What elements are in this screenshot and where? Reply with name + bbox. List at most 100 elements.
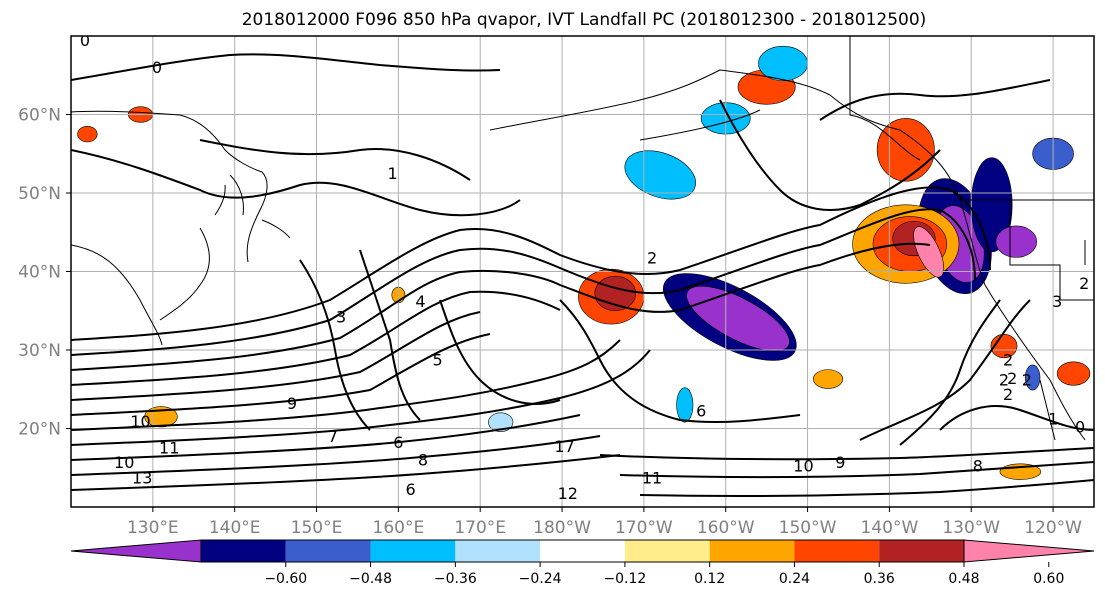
colorbar-swatch	[370, 540, 456, 562]
x-tick-label: 120°W	[1024, 518, 1082, 538]
colorbar-extend-max	[963, 539, 1095, 563]
shaded-region	[624, 150, 696, 200]
shaded-region	[676, 387, 694, 423]
contour-line	[71, 290, 561, 386]
contour-line	[899, 299, 1001, 446]
contour-line	[639, 479, 1094, 497]
contour-line	[359, 249, 421, 421]
contour-label: 13	[132, 468, 152, 487]
colorbar-swatch	[879, 540, 964, 562]
y-tick-label: 40°N	[18, 263, 61, 283]
contour-line	[71, 333, 491, 416]
contour-line	[71, 242, 931, 371]
contour-label: 9	[287, 394, 297, 413]
contour-label: 11	[159, 439, 179, 458]
contour-line	[939, 405, 1094, 431]
contour-line	[599, 447, 1094, 461]
contour-line	[71, 311, 481, 401]
contour-line	[71, 414, 581, 461]
x-tick-label: 140°E	[209, 518, 261, 538]
contour-line	[819, 79, 1051, 121]
contour-label: 6	[406, 480, 416, 499]
x-tick-label: 180°W	[533, 518, 591, 538]
contour-label: 1	[1048, 410, 1058, 429]
contour-label: 2	[1003, 385, 1013, 404]
contour-line	[299, 259, 371, 431]
contour-lines	[71, 53, 1094, 497]
contour-label: 0	[152, 58, 162, 77]
contour-label: 1	[388, 164, 398, 183]
colorbar-swatch	[709, 540, 795, 562]
contour-line	[559, 299, 801, 424]
contour-label: 17	[554, 437, 574, 456]
contour-line	[199, 139, 471, 181]
colorbar-tick-label: −0.36	[434, 571, 477, 587]
colorbar-swatch	[624, 540, 710, 562]
contour-label: 6	[393, 433, 403, 452]
contour-label: 12	[558, 484, 578, 503]
contour-line	[71, 339, 621, 431]
coastline-asia	[71, 110, 291, 346]
x-axis-ticks: 130°E 140°E 150°E 160°E 170°E 180°W 170°W 160°W…	[127, 507, 1082, 538]
contour-label: 9	[835, 453, 845, 472]
contour-line	[619, 461, 1094, 479]
colorbar-extend-min	[70, 539, 202, 563]
colorbar-swatch	[201, 540, 286, 562]
contour-line	[71, 454, 621, 491]
contour-label: 0	[1075, 417, 1085, 436]
shaded-region	[1024, 364, 1041, 391]
contour-line	[439, 299, 561, 405]
colorbar-tick-label: 0.12	[694, 571, 725, 587]
contour-label: 4	[415, 292, 425, 311]
colorbar-tick-label: 0.36	[864, 571, 895, 587]
x-tick-label: 160°W	[697, 518, 755, 538]
colorbar-tick-label: 0.60	[1033, 571, 1064, 587]
coastline-na-west	[959, 199, 1086, 441]
contour-label: 8	[973, 457, 983, 476]
coastline-alaska	[489, 69, 961, 201]
shaded-region	[686, 285, 790, 352]
contour-label: 5	[433, 351, 443, 370]
coastline-aleutians	[639, 109, 761, 141]
chart-title: 2018012000 F096 850 hPa qvapor, IVT Land…	[242, 10, 927, 30]
shaded-region	[77, 125, 98, 143]
x-tick-label: 150°E	[291, 518, 343, 538]
contour-line	[719, 99, 941, 211]
contour-label: 8	[418, 450, 428, 469]
contour-label: 2	[647, 249, 657, 268]
colorbar-swatch	[455, 540, 541, 562]
x-tick-label: 170°W	[615, 518, 673, 538]
grid-lines	[71, 36, 1094, 507]
coastlines	[71, 36, 1094, 441]
contour-label: 0	[80, 31, 90, 50]
contour-label: 10	[114, 453, 134, 472]
x-tick-label: 130°E	[127, 518, 179, 538]
contour-label: 2	[1022, 370, 1032, 389]
colorbar-tick-label: −0.48	[349, 571, 392, 587]
y-tick-label: 30°N	[18, 341, 61, 361]
contour-label: 3	[336, 308, 346, 327]
y-tick-label: 20°N	[18, 420, 61, 440]
border-alaska-canada	[849, 36, 921, 161]
contour-line	[71, 435, 601, 476]
border-us-states	[1009, 200, 1094, 301]
contour-line	[71, 149, 521, 217]
colorbar-tick-label: −0.60	[264, 571, 307, 587]
contour-line	[71, 349, 651, 446]
y-tick-label: 50°N	[18, 184, 61, 204]
shaded-region	[488, 412, 514, 432]
contour-line	[71, 186, 991, 341]
contour-line	[859, 299, 1031, 441]
colorbar-tick-label: −0.24	[519, 571, 562, 587]
colorbar-swatch	[285, 540, 371, 562]
contour-label: 10	[130, 412, 150, 431]
y-tick-label: 60°N	[18, 106, 61, 126]
colorbar-swatch	[540, 540, 625, 562]
coastline-japan	[159, 184, 226, 321]
contour-label: 6	[696, 402, 706, 421]
coastline-baja	[1039, 379, 1056, 441]
x-tick-label: 130°W	[942, 518, 1000, 538]
